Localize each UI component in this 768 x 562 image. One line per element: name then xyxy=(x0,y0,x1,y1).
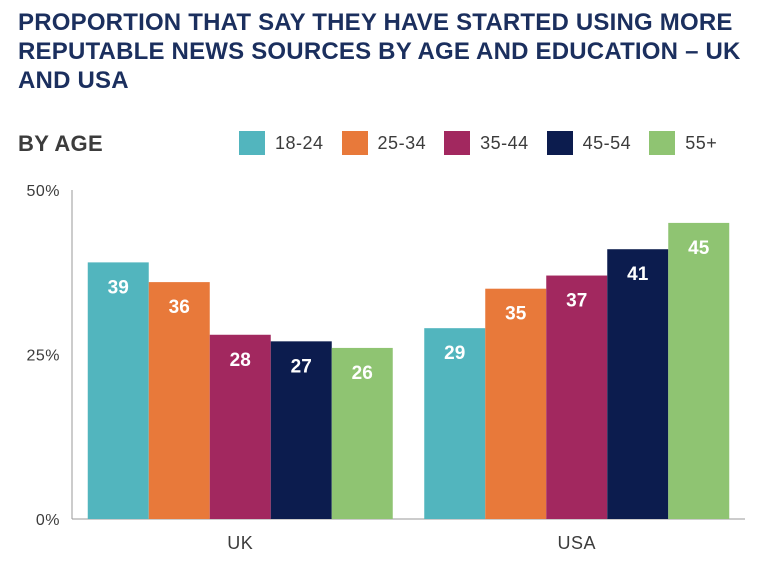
y-tick-label: 25% xyxy=(26,348,60,365)
y-tick-label: 50% xyxy=(26,183,60,200)
legend-label-45-54: 45-54 xyxy=(582,132,632,153)
bar-uk-45-54 xyxy=(270,341,332,519)
bar-uk-25-34 xyxy=(148,282,210,519)
legend-swatch-45-54 xyxy=(546,131,573,155)
legend-label-25-34: 25-34 xyxy=(377,132,427,153)
data-label-usa-18-24: 29 xyxy=(444,343,465,364)
data-label-uk-35-44: 28 xyxy=(230,350,251,371)
bar-uk-55-plus xyxy=(331,347,393,519)
legend-label-35-44: 35-44 xyxy=(480,132,529,153)
legend-item-55-plus: 55+ xyxy=(649,131,717,155)
data-label-uk-18-24: 39 xyxy=(108,277,129,298)
legend-label-18-24: 18-24 xyxy=(275,132,324,153)
x-category-label-uk: UK xyxy=(227,533,253,553)
x-category-label-usa: USA xyxy=(557,533,596,553)
bar-uk-18-24 xyxy=(87,262,149,519)
legend: 18-24 25-34 35-44 45-54 55+ xyxy=(239,131,735,155)
legend-swatch-35-44 xyxy=(444,131,471,155)
legend-item-45-54: 45-54 xyxy=(546,131,632,155)
legend-item-35-44: 35-44 xyxy=(444,131,529,155)
bar-uk-35-44 xyxy=(209,334,271,519)
data-label-usa-45-54: 41 xyxy=(627,264,649,285)
data-label-uk-55-plus: 26 xyxy=(352,363,373,384)
bar-usa-45-54 xyxy=(607,249,669,519)
y-tick-label: 0% xyxy=(36,512,60,529)
data-label-uk-25-34: 36 xyxy=(169,297,190,318)
data-label-usa-35-44: 37 xyxy=(566,291,587,312)
bar-usa-55-plus xyxy=(668,222,730,519)
data-label-uk-45-54: 27 xyxy=(291,356,312,377)
data-label-usa-25-34: 35 xyxy=(505,304,527,325)
legend-swatch-55-plus xyxy=(649,131,676,155)
legend-swatch-18-24 xyxy=(239,131,265,155)
legend-swatch-25-34 xyxy=(341,131,368,155)
legend-label-55-plus: 55+ xyxy=(685,132,718,153)
chart-title: PROPORTION THAT SAY THEY HAVE STARTED US… xyxy=(18,9,741,94)
bar-usa-18-24 xyxy=(424,328,486,519)
bar-usa-35-44 xyxy=(546,275,608,519)
bar-usa-25-34 xyxy=(485,288,547,519)
legend-item-18-24: 18-24 xyxy=(239,131,324,155)
section-label: BY AGE xyxy=(18,131,103,156)
legend-item-25-34: 25-34 xyxy=(341,131,427,155)
data-label-usa-55-plus: 45 xyxy=(688,238,710,259)
